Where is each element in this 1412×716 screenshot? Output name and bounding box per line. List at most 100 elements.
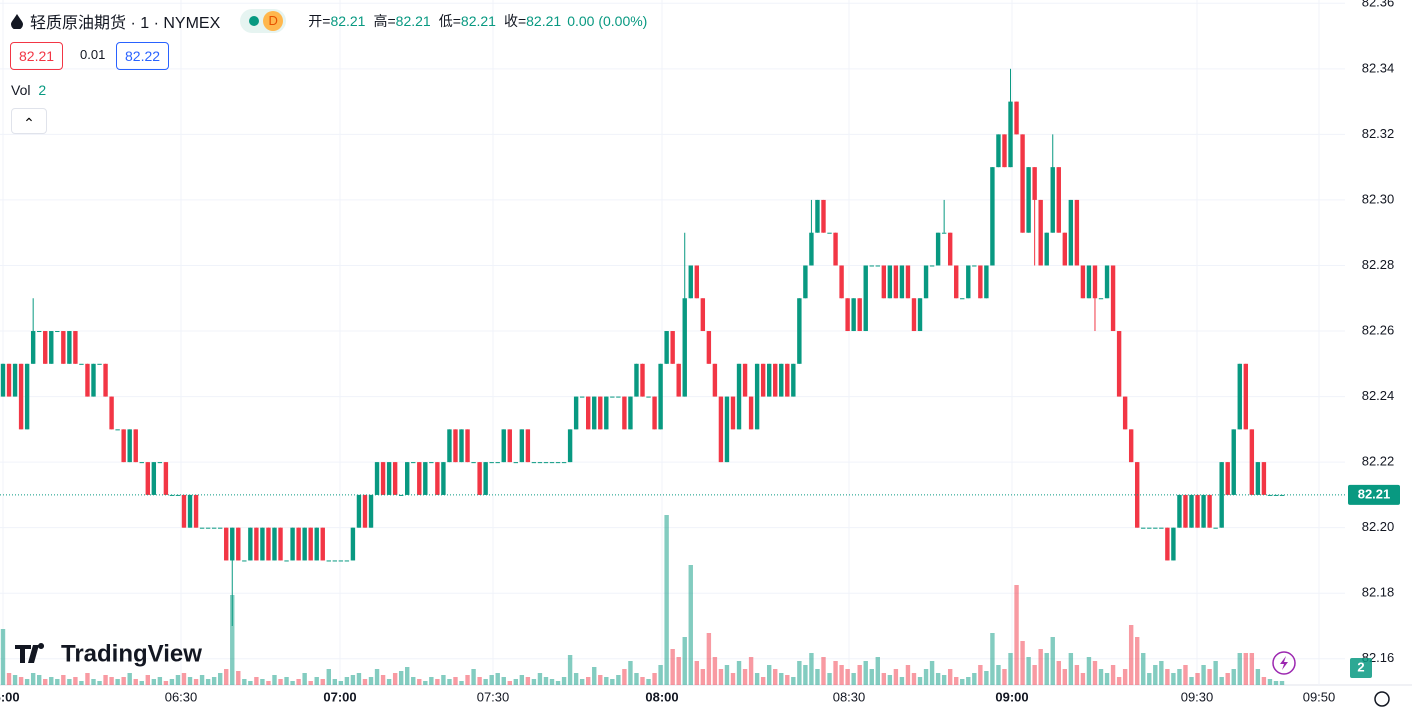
candle-body	[996, 134, 1001, 168]
candle-body	[1231, 429, 1236, 495]
candle-body	[875, 265, 880, 267]
candle-body	[1213, 527, 1218, 529]
candle-body	[592, 396, 597, 430]
candle-body	[519, 429, 525, 463]
drop-icon	[11, 14, 23, 29]
x-tick-label: 07:00	[323, 689, 356, 704]
volume-bar	[24, 679, 30, 685]
volume-bar	[1068, 653, 1074, 685]
volume-bar	[1062, 669, 1068, 685]
volume-bar	[724, 665, 730, 685]
volume-bar	[646, 679, 651, 685]
volume-bar	[622, 669, 627, 685]
candle-body	[748, 396, 754, 430]
candle-body	[688, 265, 693, 299]
ohlc-item: 开=82.21	[308, 11, 365, 31]
volume-bar	[839, 665, 844, 685]
volume-bar	[392, 673, 398, 685]
candle-body	[555, 462, 561, 464]
lightning-icon[interactable]	[1272, 651, 1296, 675]
volume-bar	[85, 673, 90, 685]
volume-bar	[688, 565, 693, 685]
volume-bar	[586, 677, 591, 685]
candle-body	[567, 429, 573, 463]
ask[interactable]: 82.22	[116, 42, 170, 70]
volume-bar	[459, 681, 464, 685]
volume-bar	[954, 677, 959, 685]
last-price-box	[1348, 484, 1400, 505]
candle-body	[398, 494, 404, 496]
volume-bar	[284, 677, 289, 685]
candle-body	[1074, 199, 1080, 266]
settings-icon[interactable]	[1374, 691, 1390, 707]
candle-body	[205, 527, 211, 529]
volume-bar	[36, 675, 42, 685]
volume-bar	[1189, 677, 1194, 685]
volume-bar	[682, 637, 687, 685]
volume-bar	[205, 679, 211, 685]
candle-body	[453, 429, 458, 463]
candle-body	[598, 396, 603, 430]
volume-bar	[1201, 665, 1206, 685]
volume-bar	[43, 679, 48, 685]
bid[interactable]: 82.21	[10, 42, 64, 70]
volume-bar	[1165, 669, 1170, 685]
volume-bar	[785, 675, 790, 685]
candle-body	[724, 396, 730, 463]
collapse-button[interactable]: ⌃	[11, 108, 47, 134]
candle-body	[350, 527, 356, 561]
volume-last-box	[1350, 658, 1372, 678]
candle-body	[513, 462, 519, 464]
candle-body	[954, 265, 959, 299]
volume-bar	[398, 671, 404, 685]
volume-bar	[163, 681, 169, 685]
volume-bar	[1080, 673, 1086, 685]
candle-body	[821, 199, 826, 233]
volume-legend: Vol 2	[11, 82, 46, 98]
volume-bar	[1141, 653, 1146, 685]
candle-body	[1116, 331, 1122, 397]
candle-body	[296, 527, 301, 561]
candle-body	[459, 429, 464, 463]
volume-bar	[1056, 661, 1061, 685]
candle-body	[712, 363, 718, 397]
volume-bar	[1183, 665, 1188, 685]
volume-title: Vol	[11, 82, 31, 98]
candle-body	[338, 560, 344, 562]
candle-body	[429, 462, 434, 464]
candle-body	[1002, 134, 1007, 168]
volume-bar	[181, 673, 187, 685]
candle-body	[465, 429, 470, 463]
volume-bar	[658, 665, 663, 685]
volume-bar	[845, 669, 850, 685]
volume-bar	[1008, 653, 1013, 685]
volume-bar	[1026, 657, 1031, 685]
volume-bar	[157, 677, 163, 685]
volume-bar	[748, 657, 754, 685]
volume-bar	[350, 675, 356, 685]
candle-body	[6, 363, 12, 397]
candle-body	[248, 527, 253, 561]
volume-bar	[815, 669, 820, 685]
volume-bar	[199, 675, 205, 685]
candle-body	[1014, 101, 1019, 135]
candle-body	[278, 527, 283, 561]
volume-bar	[1014, 585, 1019, 685]
volume-bar	[694, 661, 699, 685]
candle-body	[417, 462, 422, 495]
status-pill[interactable]: D	[240, 9, 287, 33]
y-tick-label: 82.18	[1362, 585, 1395, 600]
candle-body	[742, 363, 748, 397]
candle-body	[1128, 429, 1134, 463]
volume-bar	[6, 673, 12, 685]
candle-body	[356, 494, 362, 528]
volume-bar	[55, 679, 60, 685]
volume-bar	[809, 653, 814, 685]
volume-bar	[543, 677, 549, 685]
candle-body	[941, 232, 947, 234]
candle-body	[911, 298, 917, 332]
candle-body	[380, 462, 386, 495]
candle-body	[640, 363, 645, 397]
candle-body	[1243, 363, 1249, 430]
symbol[interactable]: 轻质原油期货 · 1 · NYMEX	[30, 15, 221, 32]
